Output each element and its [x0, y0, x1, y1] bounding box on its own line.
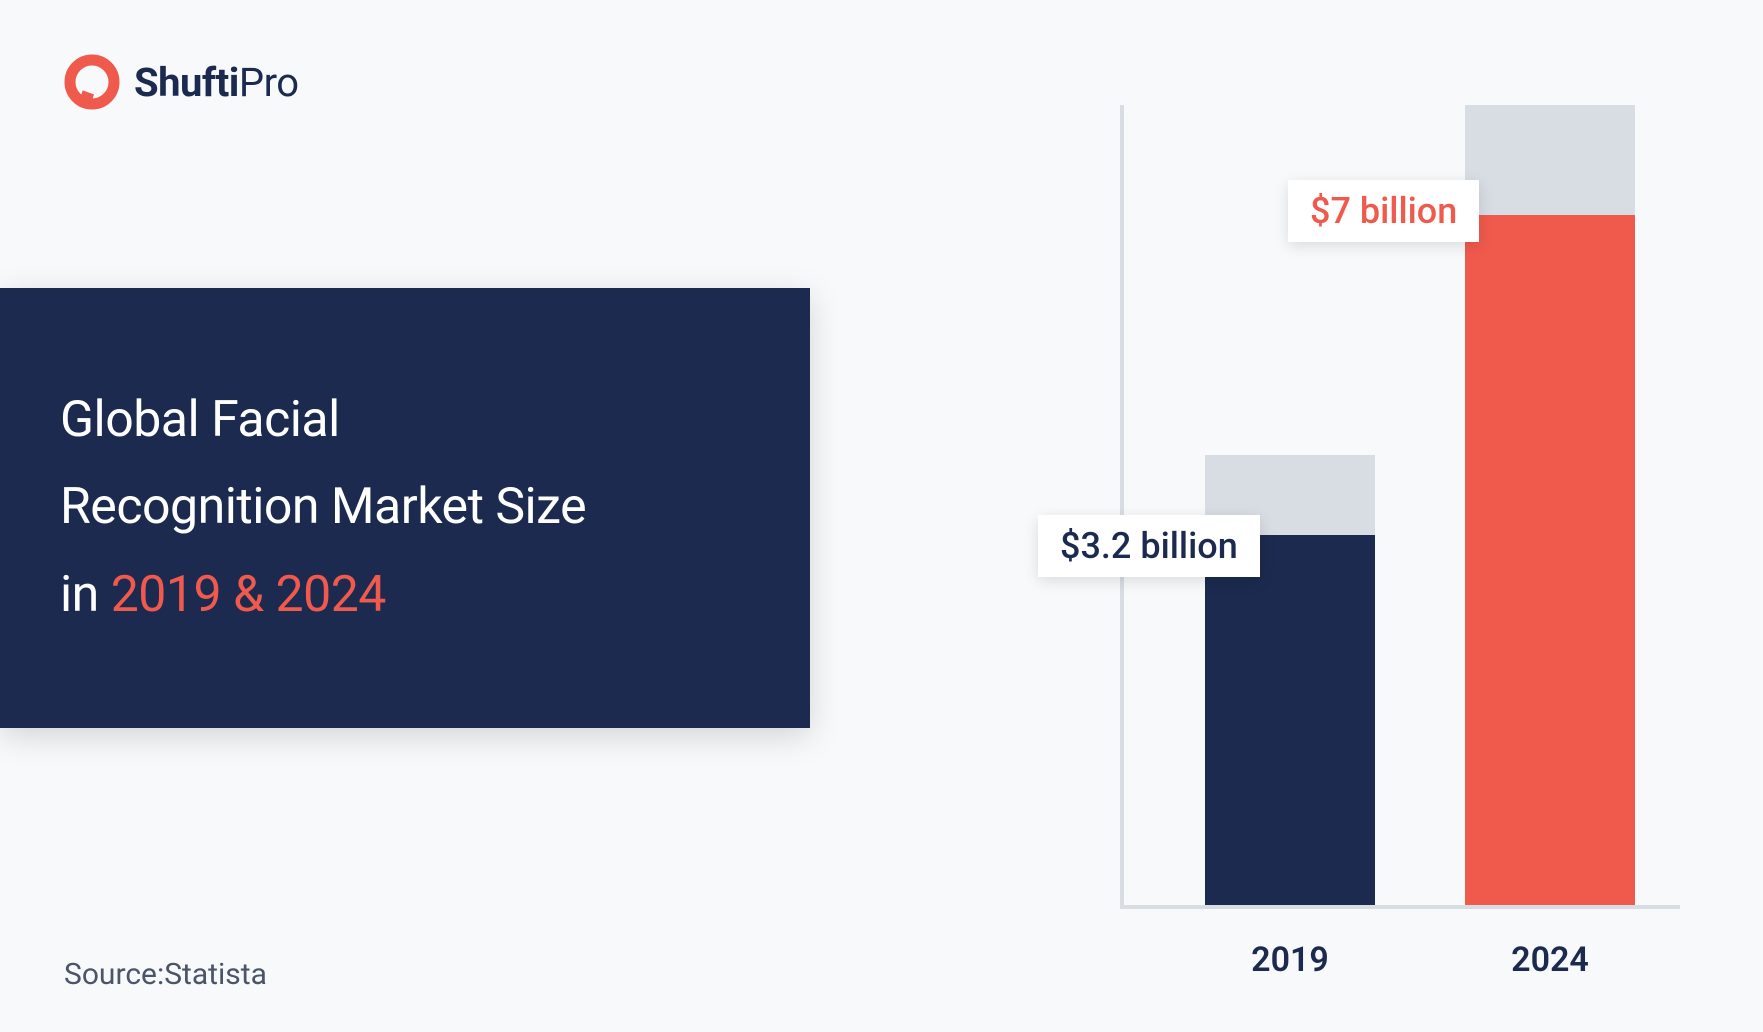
- bar-chart: $3.2 billion 2019 $7 billion 2024: [1120, 105, 1680, 925]
- title-panel: Global Facial Recognition Market Size in…: [0, 288, 810, 728]
- chart-y-axis: [1120, 105, 1124, 905]
- brand-name-part1: Shufti: [134, 59, 239, 106]
- bar-2024-front: [1465, 215, 1635, 905]
- brand-logo-text: ShuftiPro: [134, 59, 299, 106]
- bar-2024-value-badge: $7 billion: [1288, 180, 1479, 242]
- bar-2019-x-label: 2019: [1205, 940, 1375, 980]
- bar-2019-front: [1205, 535, 1375, 905]
- chart-x-axis: [1120, 905, 1680, 909]
- title-line-3: in 2019 & 2024: [60, 552, 760, 640]
- brand-name-part2: Pro: [239, 59, 299, 106]
- brand-logo: ShuftiPro: [64, 54, 299, 110]
- title-line-1: Global Facial: [60, 377, 760, 465]
- bar-2024-x-label: 2024: [1465, 940, 1635, 980]
- source-attribution: Source:Statista: [64, 957, 267, 992]
- brand-logo-mark: [64, 54, 120, 110]
- title-line-3-accent: 2019 & 2024: [111, 566, 386, 624]
- title-line-3-prefix: in: [60, 566, 111, 624]
- title-line-2: Recognition Market Size: [60, 464, 760, 552]
- bar-2019-value-badge: $3.2 billion: [1038, 515, 1260, 577]
